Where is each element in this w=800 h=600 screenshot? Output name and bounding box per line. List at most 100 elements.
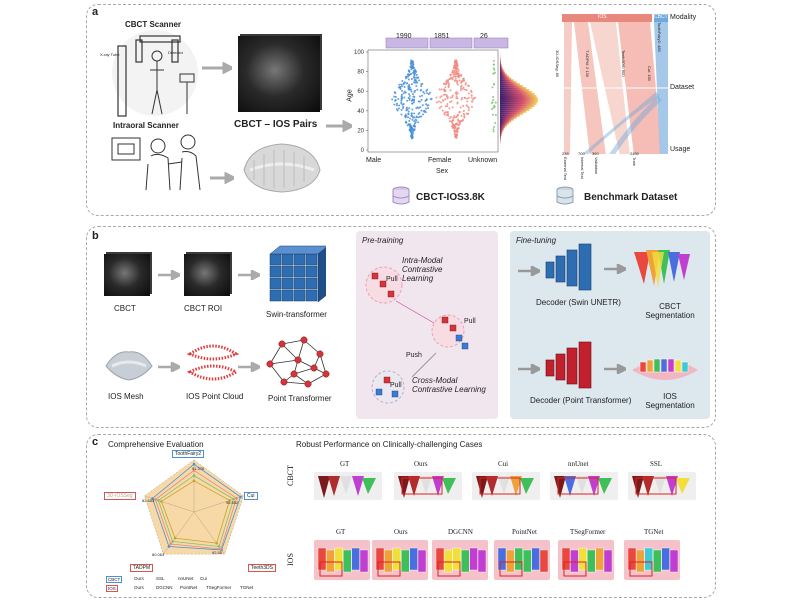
age-point — [425, 98, 428, 101]
age-point — [490, 101, 493, 104]
label-decoder-swin: Decoder (Swin UNETR) — [536, 298, 621, 307]
ios-tooth — [417, 549, 427, 573]
swin-side-face — [317, 247, 326, 302]
age-point — [394, 99, 397, 102]
age-point — [446, 81, 449, 84]
legend-cbct-4: Cui — [200, 576, 207, 581]
age-point — [465, 104, 468, 107]
radar-axis-teeth3ds: Teeth3DS — [248, 564, 276, 572]
age-hist-bar — [500, 65, 503, 68]
age-hist-bar — [500, 132, 503, 135]
age-point — [409, 127, 412, 130]
arrow-b1 — [158, 270, 180, 280]
arrow-b2 — [238, 270, 260, 280]
age-point — [403, 86, 406, 89]
age-point — [448, 120, 451, 123]
age-point — [492, 67, 495, 70]
age-point — [458, 122, 461, 125]
age-hist-bar — [500, 97, 538, 99]
cbct-volume-image — [238, 36, 320, 112]
swin-cell — [269, 277, 282, 290]
arrow-b3 — [158, 362, 180, 372]
age-point — [393, 95, 396, 98]
age-point — [453, 116, 456, 119]
age-point — [492, 125, 495, 128]
age-hist-bar — [500, 118, 514, 121]
finetuning-title: Fine-tuning — [516, 236, 557, 245]
pull-label-1: Pull — [386, 276, 398, 283]
age-point — [405, 109, 408, 112]
legend-cbct-3: nnUNet — [178, 576, 194, 581]
swin-cell — [281, 253, 294, 266]
age-point — [453, 69, 456, 72]
age-hist-bar — [500, 106, 533, 109]
age-point — [413, 125, 416, 128]
age-point — [420, 115, 423, 118]
radar-point — [171, 540, 174, 543]
ios-tooth — [343, 549, 352, 573]
arrow-ft3 — [518, 364, 540, 374]
age-point — [494, 113, 497, 116]
swin-cell — [293, 265, 306, 278]
age-point — [455, 123, 458, 126]
age-point — [451, 94, 454, 97]
age-point — [462, 77, 465, 80]
panel-a-label: a — [92, 6, 99, 18]
ios-tooth — [351, 547, 360, 571]
age-point — [408, 98, 411, 101]
age-point — [400, 101, 403, 104]
pt-node — [266, 360, 274, 368]
age-point — [391, 98, 394, 101]
age-point — [447, 79, 450, 82]
age-point — [461, 80, 464, 83]
ios-tooth — [595, 547, 604, 571]
intraoral-scanner-title: Intraoral Scanner — [113, 121, 179, 130]
age-point — [400, 109, 403, 112]
age-ytick-label-0: 0 — [361, 148, 365, 154]
age-chart: 0 20 40 60 80 100 — [354, 37, 538, 154]
radar-value-3: 80.063 — [152, 552, 165, 557]
ios-tooth — [452, 547, 461, 571]
age-point — [492, 72, 495, 75]
ios-tooth — [644, 547, 653, 571]
age-point — [425, 103, 428, 106]
age-hist-bar — [500, 124, 508, 127]
age-point — [399, 86, 402, 89]
age-point — [444, 105, 447, 108]
count-bar-1 — [429, 37, 473, 49]
cat-female: Female — [428, 157, 452, 164]
age-point — [419, 89, 422, 92]
age-point — [427, 106, 430, 109]
radar-value-2: 92.55 — [212, 550, 223, 555]
ios-col-gt: GT — [336, 528, 346, 536]
sankey-ds-4: ToothFairy2: 480 — [657, 22, 662, 52]
radar-point — [151, 497, 154, 500]
pt-node — [316, 350, 324, 358]
ios-tooth — [497, 547, 507, 571]
age-point — [411, 98, 414, 101]
ios-highlight-box — [437, 561, 461, 577]
age-point — [406, 82, 409, 85]
age-hist-bar — [500, 136, 502, 139]
swin-cell — [293, 289, 306, 302]
age-point — [462, 104, 465, 107]
age-point — [410, 77, 413, 80]
swin-cell — [281, 265, 294, 278]
age-point — [470, 96, 473, 99]
age-point — [457, 73, 460, 76]
swin-cell — [293, 253, 306, 266]
age-hist-bar — [500, 79, 514, 82]
legend-ios-4: TSegFormer — [206, 585, 232, 590]
age-point — [437, 100, 440, 103]
age-point — [445, 82, 448, 85]
label-swin: Swin-transformer — [266, 310, 327, 319]
age-point — [411, 102, 414, 105]
cbct-thumb-cui — [472, 472, 540, 500]
age-point — [451, 96, 454, 99]
age-point — [453, 129, 456, 132]
age-point — [407, 110, 410, 113]
age-hist-bar — [500, 104, 535, 107]
age-point — [453, 75, 456, 78]
pt-node — [310, 364, 318, 372]
age-point — [455, 60, 458, 63]
